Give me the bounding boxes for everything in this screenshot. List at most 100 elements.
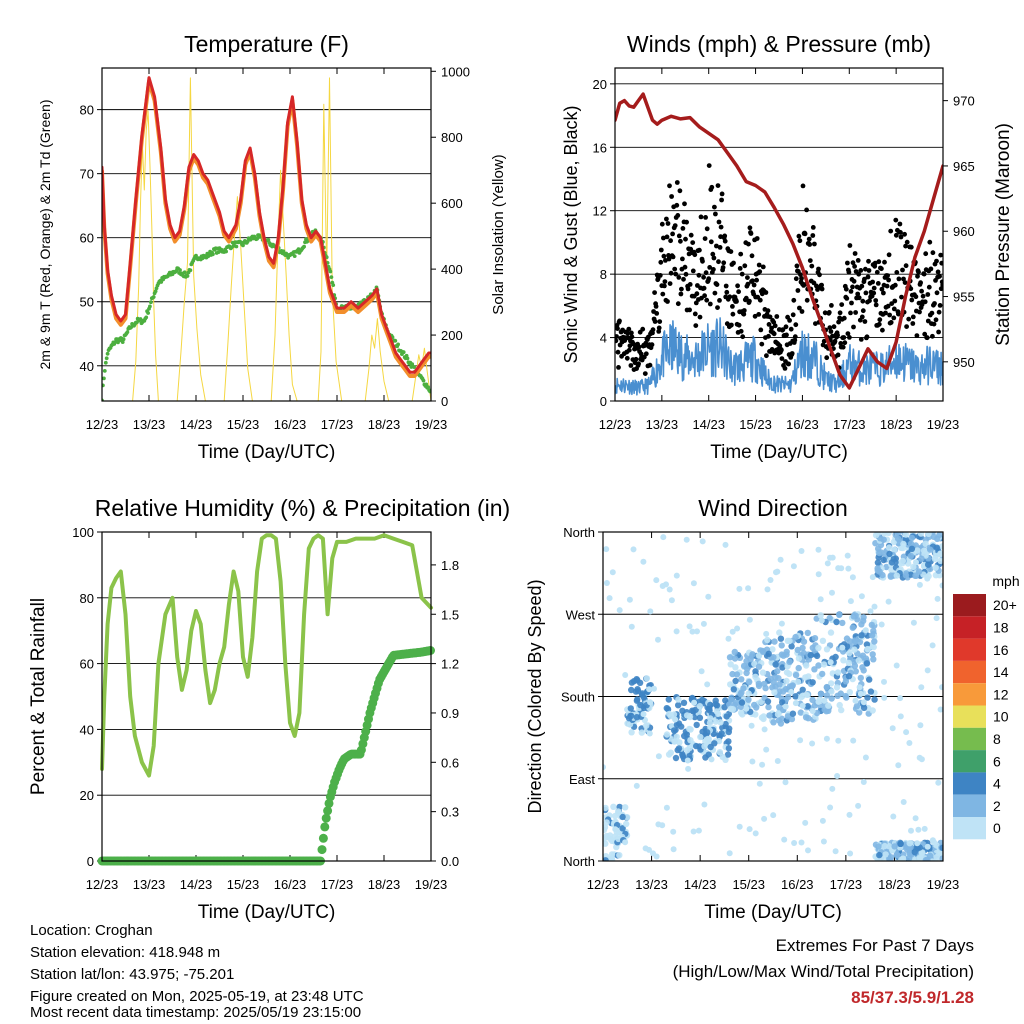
gust-point [794,263,800,269]
gust-point [756,262,762,268]
y2-tick-label: 1000 [441,64,470,79]
direction-point [640,711,647,718]
gust-point [824,355,830,361]
gust-point [863,290,869,296]
direction-point [858,632,865,639]
gust-point [904,324,909,329]
gust-point [704,226,710,232]
direction-point [705,593,712,600]
direction-point [619,813,626,821]
direction-point [615,835,622,843]
direction-point [675,696,682,703]
legend-label: 8 [993,731,1001,747]
direction-point [786,670,793,678]
gust-point [930,333,935,339]
direction-point [807,651,814,659]
y-tick-label: 0 [87,854,94,869]
gust-point [741,311,747,317]
x-tick-label: 16/23 [274,417,307,432]
direction-point [836,611,843,618]
gust-point [937,273,942,279]
gust-point [939,260,943,266]
direction-point [918,555,925,562]
gust-point [756,312,762,317]
gust-point [938,252,943,258]
direction-point [670,846,677,853]
direction-point [655,636,661,643]
gust-point [721,260,727,266]
direction-point [827,804,834,811]
direction-point [817,596,824,603]
direction-point [809,679,816,686]
direction-point [767,675,774,682]
direction-point [672,716,679,723]
direction-point [685,765,692,772]
dewpoint-point [149,300,153,305]
direction-point [798,548,805,554]
dewpoint-point [185,274,190,278]
direction-point [665,696,672,703]
temp-2m-line [102,76,431,374]
direction-point [925,561,932,568]
gust-point [758,327,764,333]
direction-point [646,730,653,737]
legend-label: 20+ [993,597,1017,613]
direction-point [769,646,776,653]
gust-point [873,302,879,308]
gust-point [652,290,657,295]
gust-point [697,247,702,253]
direction-point [838,565,845,572]
direction-point [846,689,853,696]
direction-point [869,632,876,639]
gust-point [792,337,798,343]
x-tick-label: 13/23 [635,877,668,892]
direction-point [751,660,758,668]
legend-label: 10 [993,709,1009,725]
direction-point [823,646,831,653]
precip-point [318,833,328,843]
gust-point [928,266,934,272]
direction-point [887,854,895,861]
direction-point [906,740,913,746]
direction-point [860,667,867,674]
direction-point [755,682,763,690]
dewpoint-point [138,317,143,321]
direction-point [866,676,873,683]
x-tick-label: 16/23 [786,417,819,432]
gust-point [643,340,649,346]
gust-point [714,282,720,287]
direction-point [752,830,759,837]
direction-point [749,758,756,765]
gust-point [918,280,923,286]
direction-point [902,572,910,579]
gust-point [849,300,854,306]
gust-point [799,276,804,281]
extremes-subtitle: (High/Low/Max Wind/Total Precipitation) [672,962,974,981]
direction-point [864,645,871,653]
gust-point [678,238,683,244]
gust-point [922,299,928,305]
direction-point [732,677,739,685]
direction-point [616,607,623,614]
gust-point [676,233,682,239]
gust-point [616,365,621,370]
direction-point [933,854,940,861]
direction-point [869,707,876,714]
direction-point [655,753,662,760]
gust-point [852,264,857,269]
direction-point [733,671,741,678]
x-tick-label: 12/23 [86,877,119,892]
x-tick-label: 19/23 [927,877,960,892]
direction-point [707,715,714,722]
y2-tick-label: 1.5 [441,607,459,622]
gust-point [713,211,718,217]
direction-point [889,725,896,732]
gust-point [790,312,796,318]
direction-point [827,680,835,687]
x-tick-label: 13/23 [133,417,166,432]
gust-point [720,265,726,270]
direction-point [756,780,763,787]
y2-axis-label: Solar Insolation (Yellow) [490,154,507,314]
direction-point [829,554,836,561]
